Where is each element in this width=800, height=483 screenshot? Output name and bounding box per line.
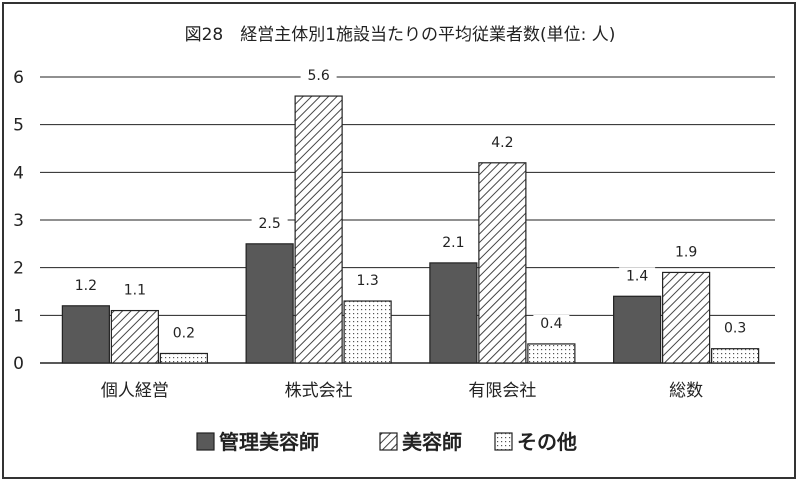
legend: 管理美容師 美容師 その他 bbox=[196, 430, 577, 454]
bar-1-1 bbox=[61, 305, 110, 364]
data-label: 1.4 bbox=[626, 268, 648, 284]
data-label: 2.5 bbox=[258, 216, 280, 232]
y-tick-label: 4 bbox=[13, 163, 24, 183]
bar-1-4 bbox=[613, 295, 662, 364]
data-label: 1.1 bbox=[124, 283, 146, 299]
legend-swatch bbox=[379, 432, 398, 451]
y-axis-ticks: 0 1 2 3 4 5 6 bbox=[13, 68, 24, 374]
data-label-bg bbox=[619, 267, 656, 286]
bar-2-3 bbox=[478, 162, 527, 364]
data-label: 5.6 bbox=[307, 68, 329, 84]
chart-title: 図28 経営主体別1施設当たりの平均従業者数(単位: 人) bbox=[185, 25, 616, 45]
data-label: 2.1 bbox=[442, 235, 464, 251]
bar-2-1 bbox=[110, 309, 159, 364]
x-axis-categories: 個人経営 株式会社 有限会社 総数 bbox=[101, 381, 703, 401]
bars bbox=[61, 95, 760, 364]
data-label-bg bbox=[67, 276, 104, 295]
data-label: 0.4 bbox=[540, 316, 562, 332]
legend-label: その他 bbox=[517, 430, 577, 454]
legend-label: 美容師 bbox=[402, 430, 462, 454]
bar-1-2 bbox=[245, 243, 294, 364]
data-label: 0.3 bbox=[724, 321, 746, 337]
data-label-bg bbox=[165, 324, 202, 343]
category-label: 総数 bbox=[669, 381, 703, 401]
bar-2-2 bbox=[294, 95, 343, 364]
data-label: 4.2 bbox=[491, 135, 513, 151]
y-tick-label: 6 bbox=[13, 68, 24, 88]
y-tick-label: 1 bbox=[13, 306, 24, 326]
category-label: 株式会社 bbox=[285, 381, 353, 401]
data-label-bg bbox=[533, 314, 570, 333]
bar-3-3 bbox=[527, 343, 576, 364]
y-tick-label: 3 bbox=[13, 211, 24, 231]
legend-swatch bbox=[196, 432, 215, 451]
bar-3-1 bbox=[159, 352, 208, 364]
legend-label: 管理美容師 bbox=[219, 430, 319, 454]
bar-2-4 bbox=[662, 271, 711, 364]
data-label-bg bbox=[717, 319, 754, 338]
y-tick-label: 0 bbox=[13, 354, 24, 374]
data-label: 1.2 bbox=[75, 278, 97, 294]
data-label-bg bbox=[300, 67, 337, 86]
data-label-bg bbox=[484, 133, 521, 152]
category-label: 有限会社 bbox=[468, 381, 536, 401]
bar-1-3 bbox=[429, 262, 478, 364]
data-label: 1.3 bbox=[356, 273, 378, 289]
data-label-bg bbox=[668, 243, 705, 262]
data-label-bg bbox=[116, 281, 153, 300]
data-label: 1.9 bbox=[675, 244, 697, 260]
data-label: 0.2 bbox=[173, 325, 195, 341]
bar-3-2 bbox=[343, 300, 392, 364]
data-labels: 1.2 1.1 0.2 2.5 5.6 1.3 2.1 4.2 0.4 1.4 1.9 0.3 bbox=[67, 67, 754, 343]
y-tick-label: 5 bbox=[13, 116, 24, 136]
legend-swatch bbox=[494, 432, 513, 451]
data-label-bg bbox=[251, 214, 288, 233]
y-tick-label: 2 bbox=[13, 259, 24, 279]
bar-3-4 bbox=[711, 348, 760, 364]
data-label-bg bbox=[435, 233, 472, 252]
category-label: 個人経営 bbox=[101, 381, 169, 401]
data-label-bg bbox=[349, 272, 386, 291]
